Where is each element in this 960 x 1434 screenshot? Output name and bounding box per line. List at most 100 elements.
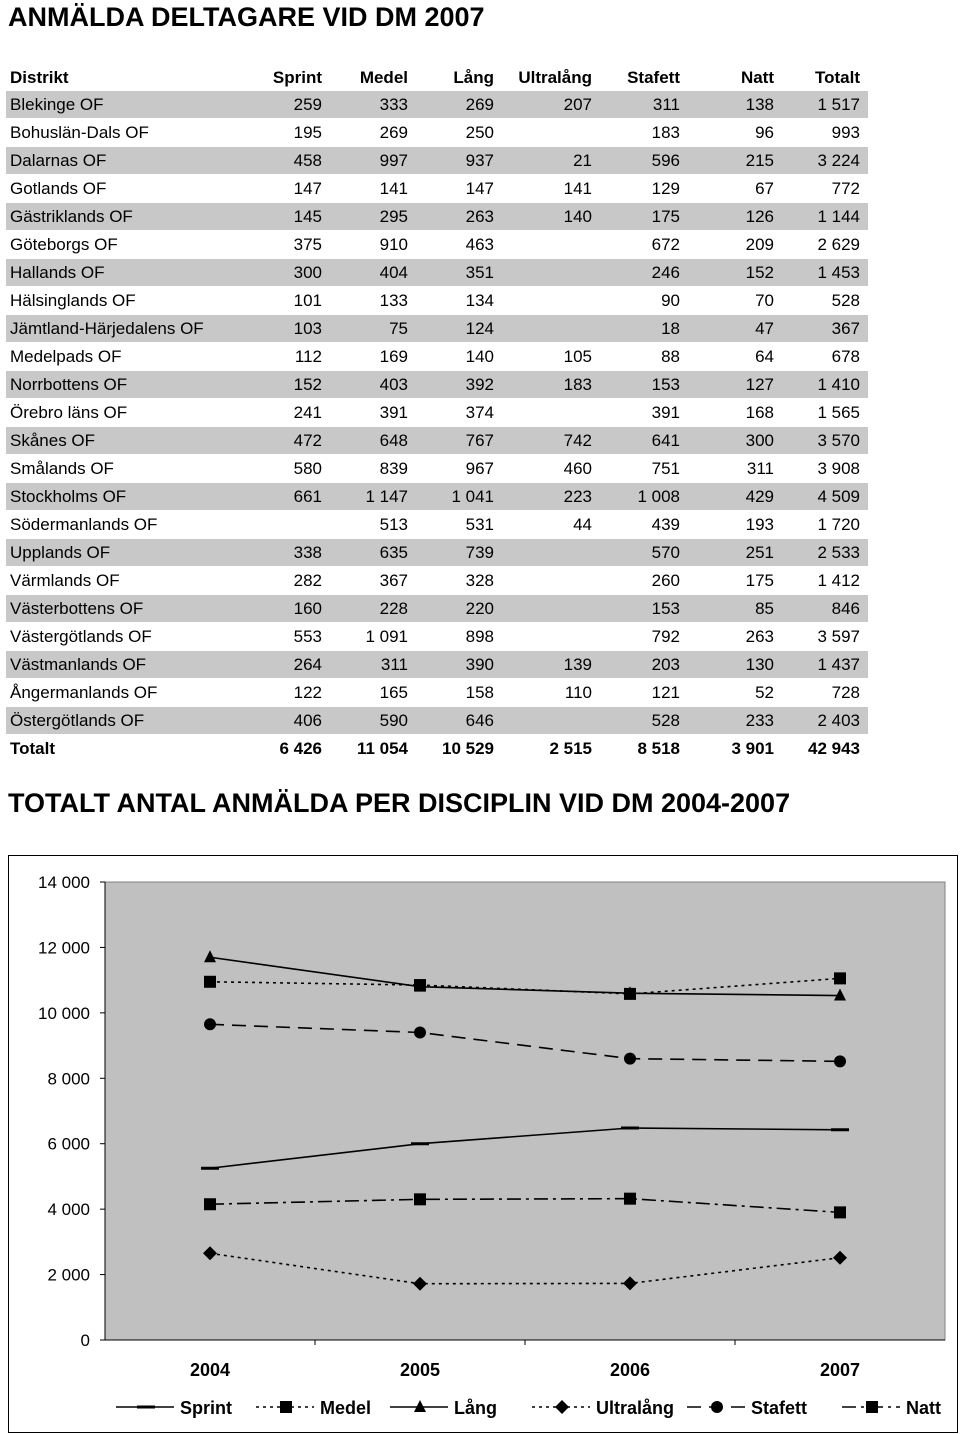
table-cell: 1 147 — [330, 482, 416, 511]
table-row: Västergötlands OF 553 1 091 898 792 263 3 597 — [6, 622, 868, 651]
table-cell: 175 — [600, 202, 688, 231]
table-cell: 152 — [238, 370, 330, 399]
table-cell: 70 — [688, 286, 782, 315]
table-cell: 47 — [688, 314, 782, 343]
table-row: Södermanlands OF 513 531 44 439 193 1 720 — [6, 510, 868, 539]
table-cell: 195 — [238, 118, 330, 147]
table-cell: Blekinge OF — [6, 91, 238, 119]
table-cell: 158 — [416, 678, 502, 707]
table-cell: 570 — [600, 538, 688, 567]
table-cell: 367 — [782, 314, 868, 343]
data-point-l-ng — [204, 950, 216, 963]
data-point-natt — [624, 1192, 636, 1205]
table-cell: 169 — [330, 342, 416, 371]
table-cell: 88 — [600, 342, 688, 371]
table-cell: 1 412 — [782, 566, 868, 595]
y-tick-label: 14 000 — [38, 873, 90, 892]
table-row: Blekinge OF 259 333 269 207 311 138 1 517 — [6, 91, 868, 119]
table-cell — [502, 706, 600, 735]
table-cell: 207 — [502, 91, 600, 119]
table-cell: 1 144 — [782, 202, 868, 231]
table-cell: 792 — [600, 622, 688, 651]
table-cell: 124 — [416, 314, 502, 343]
table-cell: 458 — [238, 146, 330, 175]
table-cell: 209 — [688, 230, 782, 259]
table-cell: 126 — [688, 202, 782, 231]
table-cell: 553 — [238, 622, 330, 651]
column-header: Distrikt — [10, 67, 69, 87]
total-cell: 10 529 — [442, 738, 494, 758]
table-cell: 898 — [416, 622, 502, 651]
table-cell: 678 — [782, 342, 868, 371]
data-point-l-ng — [834, 988, 846, 1001]
table-cell: 264 — [238, 650, 330, 679]
data-point-ultral-ng — [203, 1246, 217, 1261]
table-cell: Örebro läns OF — [6, 398, 238, 427]
table-cell: 21 — [502, 146, 600, 175]
table-cell: Gotlands OF — [6, 174, 238, 203]
table-cell: 967 — [416, 454, 502, 483]
x-tick-label: 2004 — [190, 1360, 230, 1380]
table-cell: 134 — [416, 286, 502, 315]
table-cell: 44 — [502, 510, 600, 539]
table-total-row: Totalt 6 426 11 054 10 529 2 515 8 518 3 901 42… — [6, 735, 868, 763]
table-cell: 138 — [688, 91, 782, 119]
column-header: Natt — [740, 67, 774, 87]
total-cell: 8 518 — [637, 738, 680, 758]
y-tick-label: 8 000 — [47, 1069, 90, 1088]
x-tick-label: 2006 — [610, 1360, 650, 1380]
data-point-ultral-ng — [833, 1250, 847, 1265]
table-cell: 103 — [238, 314, 330, 343]
total-cell: 11 054 — [356, 738, 408, 758]
table-cell: 105 — [502, 342, 600, 371]
table-cell: 1 517 — [782, 91, 868, 119]
table-row: Bohuslän-Dals OF 195 269 250 183 96 993 — [6, 118, 868, 147]
table-row: Värmlands OF 282 367 328 260 175 1 412 — [6, 566, 868, 595]
y-tick-label: 10 000 — [38, 1004, 90, 1023]
legend-marker-stafett — [711, 1401, 723, 1413]
table-cell: Hallands OF — [6, 258, 238, 287]
legend-label-stafett: Stafett — [751, 1398, 807, 1418]
table-cell: Ångermanlands OF — [6, 678, 238, 707]
table-cell: 742 — [502, 426, 600, 455]
table-cell: Södermanlands OF — [6, 510, 238, 539]
table-cell: 1 041 — [416, 482, 502, 511]
legend-marker-medel — [280, 1401, 292, 1413]
table-cell: 4 509 — [782, 482, 868, 511]
table-header-row: Distrikt Sprint Medel Lång Ultralång Stafett N… — [6, 64, 868, 91]
column-header: Ultralång — [518, 67, 592, 87]
table-cell: 228 — [330, 594, 416, 623]
table-cell: 997 — [330, 146, 416, 175]
y-tick-label: 6 000 — [47, 1135, 90, 1154]
legend-label-natt: Natt — [906, 1398, 941, 1418]
table-cell: 127 — [688, 370, 782, 399]
table-cell: 641 — [600, 426, 688, 455]
table-cell: 390 — [416, 650, 502, 679]
table-cell: 67 — [688, 174, 782, 203]
table-cell: Bohuslän-Dals OF — [6, 118, 238, 147]
table-cell: Västerbottens OF — [6, 594, 238, 623]
table-cell: Hälsinglands OF — [6, 286, 238, 315]
table-row: Upplands OF 338 635 739 570 251 2 533 — [6, 538, 868, 567]
table-cell: 375 — [238, 230, 330, 259]
table-cell: 751 — [600, 454, 688, 483]
table-cell: 220 — [416, 594, 502, 623]
table-cell: 215 — [688, 146, 782, 175]
table-cell: 90 — [600, 286, 688, 315]
data-point-stafett — [414, 1026, 426, 1039]
table-cell: 152 — [688, 258, 782, 287]
table-cell: 635 — [330, 538, 416, 567]
series-line-ultral-ng — [209, 1252, 841, 1285]
table-cell: 140 — [502, 202, 600, 231]
column-header: Stafett — [627, 67, 680, 87]
table-cell: 311 — [600, 91, 688, 119]
table-cell: 739 — [416, 538, 502, 567]
table-cell: 460 — [502, 454, 600, 483]
table-cell: 406 — [238, 706, 330, 735]
total-cell: Totalt — [10, 738, 56, 758]
table-cell: 1 565 — [782, 398, 868, 427]
column-header: Lång — [453, 67, 494, 87]
table-cell: 168 — [688, 398, 782, 427]
table-row: Medelpads OF 112 169 140 105 88 64 678 — [6, 342, 868, 371]
